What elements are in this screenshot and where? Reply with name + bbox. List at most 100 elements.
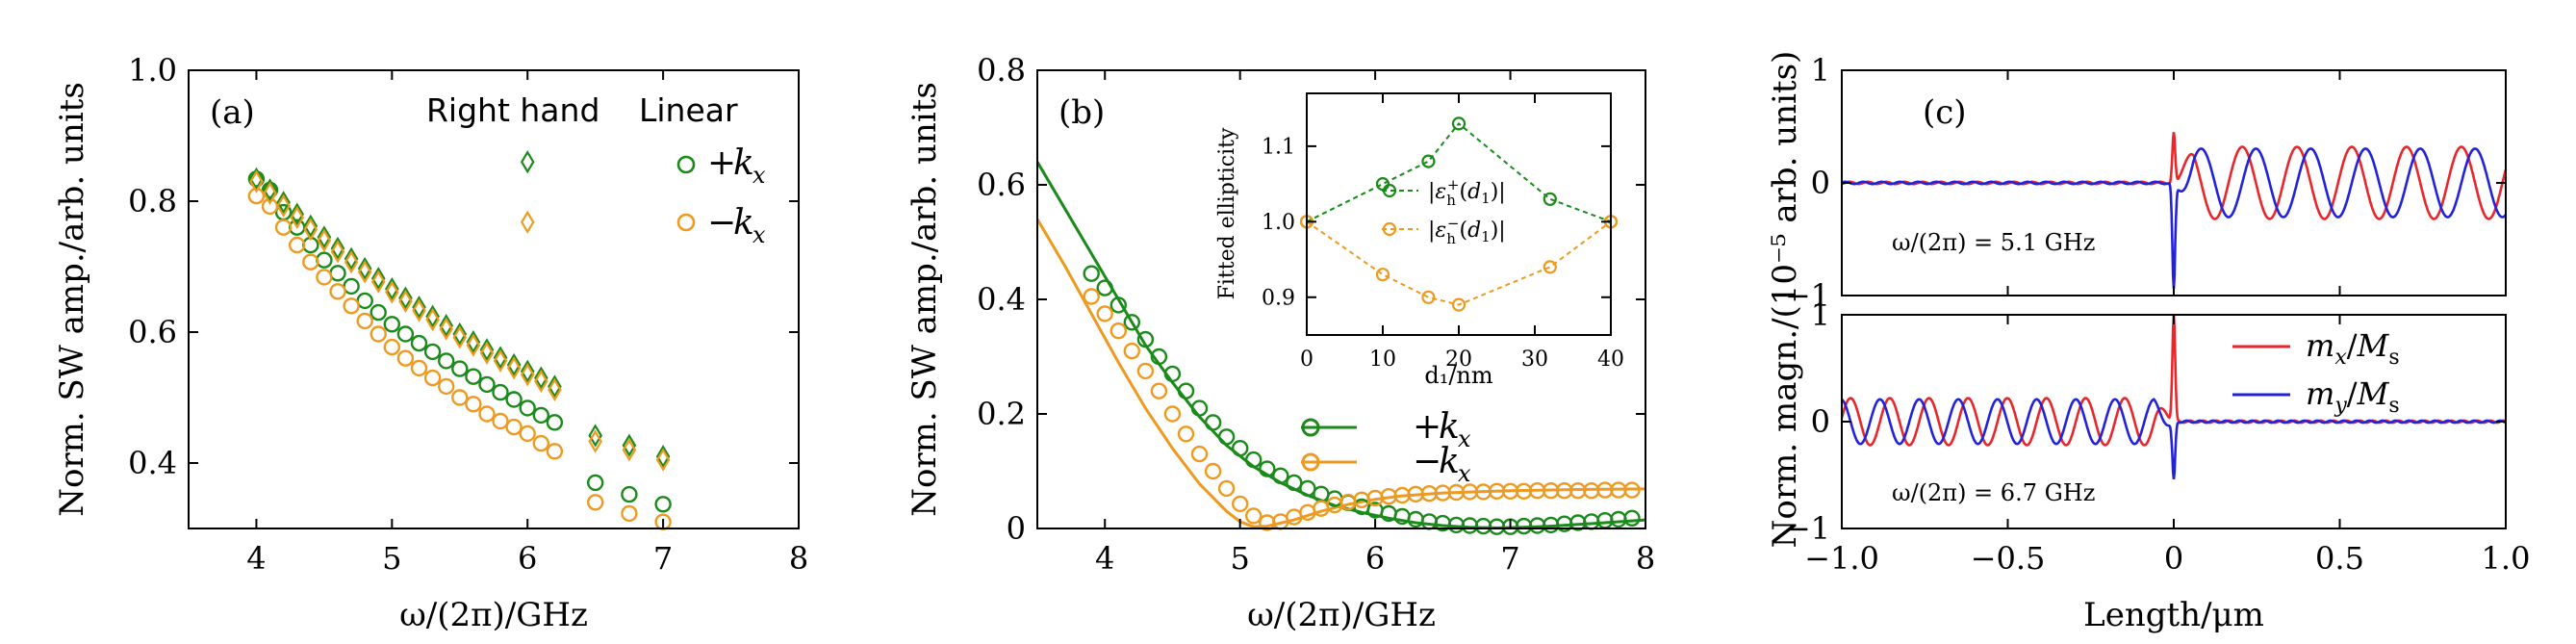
legend-diamond-orange [520, 210, 535, 234]
panel-c-my-line-1 [1841, 398, 2507, 480]
panel-b-point [1299, 503, 1316, 521]
panel-b-ytick-label: 0.2 [977, 396, 1026, 432]
panel-a-diamond [344, 246, 359, 270]
panel-b-point [1610, 510, 1627, 528]
panel-b-ytick-label: 0.4 [977, 281, 1026, 318]
panel-b-point [1299, 479, 1316, 498]
panel-a-point [423, 369, 442, 387]
panel-a-point [451, 389, 469, 406]
panel-b-xtick-label: 5 [1230, 540, 1249, 577]
panel-b-ticks: 4 5 6 7 8 0 0.2 0.4 0.6 0.8 [977, 52, 1655, 577]
panel-b-point [1109, 296, 1128, 314]
panel-b: 4 5 6 7 8 0 0.2 0.4 0.6 0.8 (b) + k x − k x ω/(2π… [905, 52, 1655, 634]
panel-b-point [1313, 500, 1330, 517]
inset-ytick-label: 0.9 [1262, 286, 1295, 310]
panel-b-point [1096, 279, 1113, 296]
panel-a-diamond [398, 289, 413, 314]
panel-a-point [621, 485, 638, 503]
inset-xtick-label: 10 [1369, 348, 1396, 372]
panel-c-xtick-label: −0.5 [1971, 540, 2046, 577]
panel-a-point [370, 303, 387, 322]
panel-a-diamond [520, 363, 535, 387]
panel-a-marks [247, 150, 696, 530]
panel-b-point [1217, 428, 1236, 446]
panel-b-xtick-label: 6 [1365, 540, 1385, 577]
panel-b-point [1163, 365, 1182, 383]
panel-a-diamond [385, 276, 399, 301]
legend-entry-plus-kx: + k x [707, 143, 766, 189]
panel-a-point [370, 325, 387, 343]
panel-a-diamond [534, 369, 548, 394]
panel-a-diamond [330, 236, 345, 261]
legend-b-sub-plus: x [1458, 425, 1471, 452]
panel-b-ylabel: Norm. SW amp./arb. units [905, 82, 944, 517]
panel-a-diamond [385, 280, 399, 304]
legend-k-plus: k [733, 143, 754, 183]
panel-b-point [1083, 288, 1100, 305]
panel-a-diamond [398, 286, 413, 310]
inset-xtick-label: 0 [1300, 348, 1314, 372]
panel-a-xtick-label: 6 [518, 540, 537, 577]
panel-b-point [1231, 495, 1249, 513]
panel-a-diamond [655, 445, 671, 469]
panel-a-point [451, 360, 469, 377]
panel-a-xtick-label: 5 [382, 540, 401, 577]
panel-b-point [1150, 382, 1168, 399]
panel-c-my-line-0 [1841, 147, 2508, 290]
panel-c-legend: mx/Ms my/Ms [2232, 327, 2400, 418]
legend-header-linear: Linear [639, 91, 738, 129]
panel-a-diamond [479, 341, 495, 365]
legend-b-k-minus: k [1439, 442, 1460, 481]
panel-b-ytick-label: 0 [1007, 510, 1026, 547]
legend-circle-minus [1301, 452, 1320, 472]
panel-c-0-ytick-label: 1 [1811, 52, 1830, 89]
panel-b-point [1286, 474, 1303, 492]
panel-c-marks [1840, 132, 2508, 480]
panel-b-point [1623, 481, 1641, 499]
panel-b-point [1123, 314, 1141, 331]
panel-a-diamond [357, 260, 372, 284]
panel-a-xlabel: ω/(2π)/GHz [399, 596, 588, 634]
legend-entry-minus-kx: − k x [707, 203, 766, 248]
panel-b-label: (b) [1058, 93, 1105, 132]
panel-a-diamond [506, 356, 522, 380]
inset-point [1451, 297, 1467, 312]
panel-c-xtick-label: 1.0 [2482, 540, 2531, 577]
panel-b-point [1204, 414, 1222, 431]
panel-a-point [546, 414, 564, 431]
panel-a-point [519, 399, 536, 417]
panel-a-point [438, 377, 455, 396]
panel-a-diamond [425, 307, 440, 332]
panel-a-diamond [412, 296, 426, 320]
panel-b-point [1150, 348, 1168, 366]
panel-a-point [356, 312, 373, 330]
panel-a-diamond [249, 169, 264, 193]
panel-a-point [478, 375, 496, 394]
inset-point [1421, 290, 1436, 304]
panel-a-diamond [317, 225, 332, 249]
panel-c-ticks: −101−101−1.0 −0.5 0 0.5 1.0 [1785, 52, 2531, 577]
inset-background [1307, 93, 1611, 335]
panel-b-point [1190, 445, 1209, 463]
panel-a-diamond [548, 377, 562, 401]
panel-a-point [546, 443, 564, 460]
panel-b-point [1109, 322, 1128, 340]
panel-a-point [505, 391, 523, 408]
panel-a-point [396, 349, 415, 367]
panel-a-diamond [588, 424, 602, 448]
panel-a-xtick-label: 8 [789, 540, 808, 577]
legend-circle-orange [676, 213, 696, 232]
panel-a-point [492, 383, 509, 401]
legend-b-sign-minus: − [1413, 442, 1441, 481]
panel-c-bottom-annotation: ω/(2π) = 6.7 GHz [1892, 479, 2095, 506]
inset-xtick-label: 40 [1597, 348, 1624, 372]
panel-a-diamond [303, 214, 319, 238]
panel-c: −101−101−1.0 −0.5 0 0.5 1.0 (c) ω/(2π) = 5.1… [1766, 51, 2530, 634]
panel-a-diamond [263, 181, 277, 205]
panel-a-diamond [493, 348, 508, 374]
panel-b-point [1583, 513, 1600, 530]
legend-circle-green [676, 155, 696, 174]
panel-b-point [1163, 405, 1182, 423]
panel-a-point [316, 251, 333, 269]
panel-b-point [1623, 509, 1641, 527]
